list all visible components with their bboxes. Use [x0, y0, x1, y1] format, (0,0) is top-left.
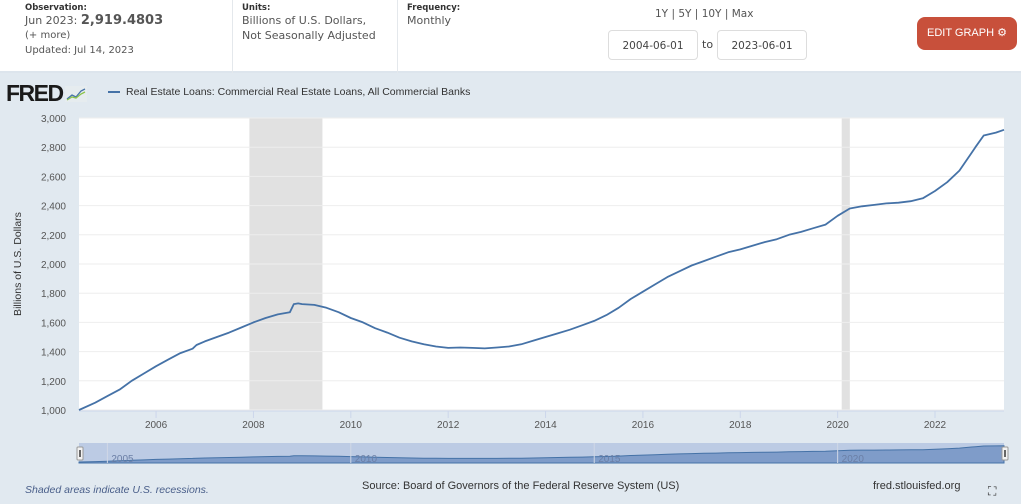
- x-tick-label: 2012: [437, 420, 460, 431]
- navigator-series: [78, 445, 1005, 464]
- y-tick-label: 1,400: [41, 348, 66, 359]
- edit-graph-label: EDIT GRAPH: [927, 27, 995, 39]
- navigator-label: 2020: [842, 454, 865, 465]
- x-tick-label: 2014: [534, 420, 557, 431]
- navigator-label: 2005: [111, 454, 134, 465]
- observation-label: Observation:: [25, 3, 87, 13]
- frequency-value: Monthly: [407, 14, 452, 27]
- legend-swatch: [108, 91, 120, 94]
- end-date-input[interactable]: 2023-06-01: [717, 30, 807, 60]
- units-panel: Units: Billions of U.S. Dollars, Not Sea…: [232, 0, 396, 73]
- x-tick-label: 2006: [145, 420, 168, 431]
- gear-icon: ⚙: [997, 27, 1007, 39]
- frequency-label: Frequency:: [407, 3, 461, 13]
- top-bar: Observation: Jun 2023: 2,919.4803 (+ mor…: [0, 0, 1021, 73]
- series-line: [78, 128, 1005, 411]
- range-sep: |: [724, 8, 729, 20]
- fred-logo[interactable]: FRED: [6, 80, 87, 107]
- y-tick-label: 1,200: [41, 377, 66, 388]
- navigator-label: 2010: [355, 454, 378, 465]
- chart-trend-icon: [64, 86, 87, 102]
- chart-legend[interactable]: Real Estate Loans: Commercial Real Estat…: [108, 86, 470, 98]
- y-tick-label: 2,600: [41, 172, 66, 183]
- to-label: to: [702, 38, 714, 51]
- x-tick-label: 2016: [632, 420, 655, 431]
- y-tick-label: 2,200: [41, 231, 66, 242]
- source-text: Source: Board of Governors of the Federa…: [362, 480, 680, 492]
- range-sep: |: [694, 8, 699, 20]
- x-tick-label: 2020: [827, 420, 850, 431]
- x-tick-label: 2022: [924, 420, 947, 431]
- observation-date: Jun 2023:: [25, 14, 78, 27]
- range-sep: |: [671, 8, 675, 20]
- y-tick-label: 2,800: [41, 143, 66, 154]
- fred-logo-text: FRED: [6, 80, 64, 106]
- y-tick-label: 2,000: [41, 260, 66, 271]
- x-tick-label: 2018: [729, 420, 752, 431]
- range-links: 1Y | 5Y | 10Y | Max: [655, 8, 753, 20]
- range-5y-link[interactable]: 5Y: [678, 8, 692, 20]
- units-line-1: Billions of U.S. Dollars,: [242, 14, 367, 27]
- more-link[interactable]: (+ more): [25, 30, 71, 41]
- y-tick-label: 1,600: [41, 318, 66, 329]
- legend-label: Real Estate Loans: Commercial Real Estat…: [126, 86, 471, 98]
- x-tick-label: 2008: [242, 420, 265, 431]
- observation-panel: Observation: Jun 2023: 2,919.4803 (+ mor…: [25, 0, 230, 73]
- frequency-panel: Frequency: Monthly: [397, 0, 527, 73]
- fred-url-link[interactable]: fred.stlouisfed.org: [873, 480, 961, 492]
- edit-graph-button[interactable]: EDIT GRAPH ⚙: [917, 17, 1017, 50]
- recession-note: Shaded areas indicate U.S. recessions.: [25, 484, 209, 496]
- navigator-label: 2015: [598, 454, 621, 465]
- range-10y-link[interactable]: 10Y: [701, 8, 722, 20]
- y-axis-label: Billions of U.S. Dollars: [12, 212, 24, 316]
- observation-value: 2,919.4803: [80, 13, 164, 28]
- start-date-input[interactable]: 2004-06-01: [608, 30, 698, 60]
- units-label: Units:: [242, 3, 271, 13]
- fullscreen-icon[interactable]: ⛶: [988, 484, 997, 498]
- y-tick-label: 1,000: [41, 406, 66, 417]
- y-tick-label: 1,800: [41, 289, 66, 300]
- range-max-link[interactable]: Max: [731, 8, 754, 20]
- updated-date: Updated: Jul 14, 2023: [25, 45, 134, 56]
- y-tick-label: 2,400: [41, 202, 66, 213]
- x-tick-label: 2010: [340, 420, 363, 431]
- range-1y-link[interactable]: 1Y: [655, 8, 669, 20]
- observation-value-line: Jun 2023: 2,919.4803: [25, 13, 230, 28]
- y-tick-label: 3,000: [41, 114, 66, 125]
- units-line-2: Not Seasonally Adjusted: [242, 29, 376, 42]
